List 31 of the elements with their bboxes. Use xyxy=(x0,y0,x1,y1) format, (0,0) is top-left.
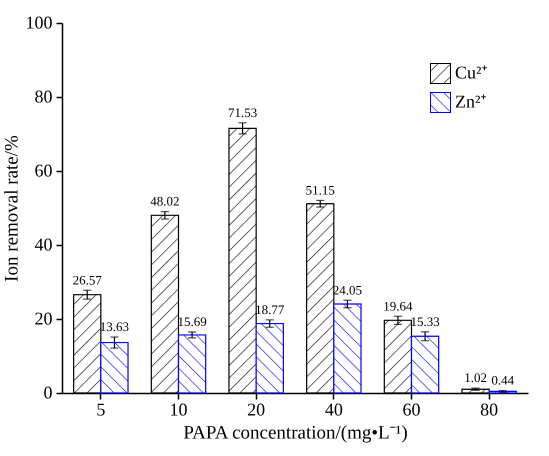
data-label: 51.15 xyxy=(306,182,335,198)
bar xyxy=(410,336,440,394)
data-label: 48.02 xyxy=(150,194,180,209)
data-label: 15.69 xyxy=(177,314,207,329)
x-tick-label: 5 xyxy=(96,400,106,420)
legend-label: Cu²⁺ xyxy=(455,62,488,82)
data-label: 26.57 xyxy=(72,272,102,288)
x-axis-title: PAPA concentration/(mg•L⁻¹) xyxy=(183,422,408,444)
y-tick-label: 0 xyxy=(44,382,52,402)
y-tick-label: 40 xyxy=(34,234,52,254)
y-tick-label: 20 xyxy=(34,308,52,328)
data-label: 19.64 xyxy=(383,298,414,314)
data-label: 15.33 xyxy=(410,314,440,329)
y-tick-label: 80 xyxy=(34,86,52,106)
x-tick-label: 20 xyxy=(247,400,266,420)
data-label: 71.53 xyxy=(228,104,258,120)
y-tick-label: 100 xyxy=(26,12,52,32)
bar xyxy=(333,303,362,394)
x-tick-label: 80 xyxy=(480,400,498,420)
bar xyxy=(100,342,129,394)
x-tick-label: 60 xyxy=(402,400,420,420)
bar xyxy=(178,334,206,394)
legend-label: Zn²⁺ xyxy=(455,92,486,112)
y-tick-label: 60 xyxy=(34,160,52,180)
data-label: 0.44 xyxy=(491,372,515,388)
x-tick-label: 10 xyxy=(170,400,188,420)
y-axis-title: Ion removal rate/% xyxy=(2,135,22,282)
data-label: 1.02 xyxy=(464,370,487,386)
data-label: 18.77 xyxy=(255,302,285,317)
bar xyxy=(256,322,284,394)
x-tick-label: 40 xyxy=(324,400,343,420)
